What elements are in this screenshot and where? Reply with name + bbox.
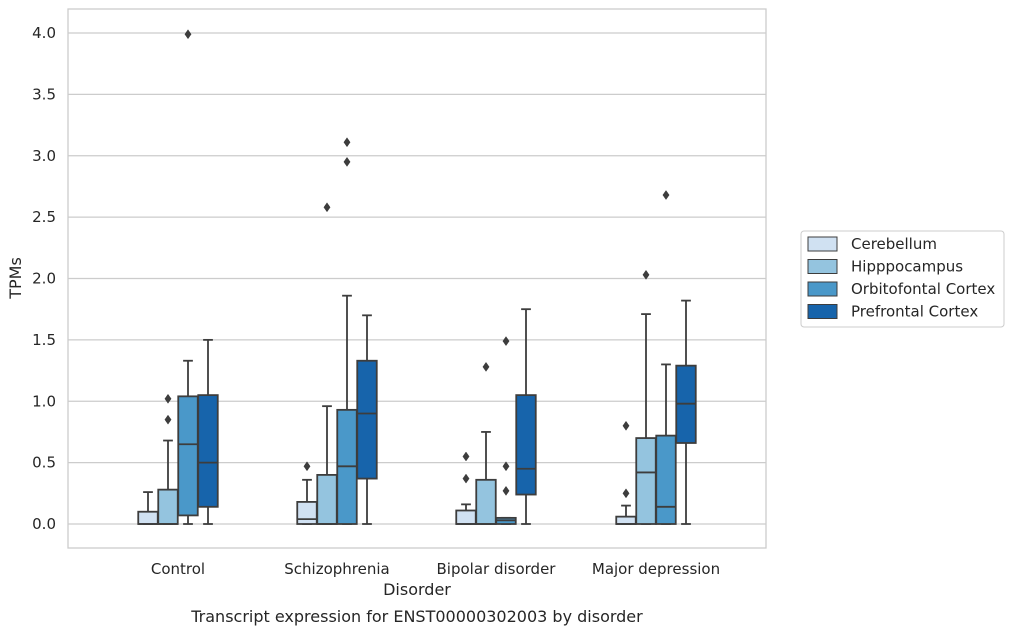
legend-swatch <box>807 236 838 252</box>
chart-caption: Transcript expression for ENST0000030200… <box>190 607 643 626</box>
outlier-marker <box>323 202 331 213</box>
outlier-marker <box>164 414 172 425</box>
x-tick-label: Major depression <box>592 560 720 578</box>
box <box>137 510 159 525</box>
legend-swatch <box>807 259 838 274</box>
x-tick-label: Bipolar disorder <box>437 560 557 578</box>
outlier-marker <box>482 361 490 372</box>
y-tick-label: 2.5 <box>32 208 56 226</box>
legend: Cerebellum Hipppocampus Orbitofontal Corte… <box>800 230 1005 328</box>
plot-area-frame <box>67 8 767 549</box>
box <box>455 509 477 525</box>
y-tick-label: 1.0 <box>32 392 56 410</box>
outlier-marker <box>502 461 510 472</box>
legend-label: Hipppocampus <box>851 258 963 276</box>
box <box>475 478 497 525</box>
outlier-marker <box>462 473 470 484</box>
y-tick-label: 4.0 <box>32 24 56 42</box>
legend-label: Orbitofontal Cortex <box>851 280 995 298</box>
series-cerebellum <box>137 420 637 525</box>
y-tick-label: 3.0 <box>32 147 56 165</box>
box <box>515 394 537 496</box>
box <box>655 434 677 525</box>
series-hipppocampus <box>157 202 657 525</box>
boxes-layer <box>137 29 697 525</box>
y-axis-label: TPMs <box>6 257 25 300</box>
legend-swatch <box>807 281 838 297</box>
outlier-marker <box>184 29 192 40</box>
legend-frame <box>800 230 1005 328</box>
series-orbitofontal-cortex <box>177 29 677 525</box>
y-tick-label: 1.5 <box>32 331 56 349</box>
y-tick-label: 0.5 <box>32 454 56 472</box>
box <box>296 501 318 525</box>
legend-label: Prefrontal Cortex <box>851 303 978 321</box>
outlier-marker <box>622 488 630 499</box>
outlier-marker <box>502 485 510 496</box>
y-tick-label: 0.0 <box>32 515 56 533</box>
outlier-marker <box>622 420 630 431</box>
outlier-marker <box>343 137 351 148</box>
box <box>615 515 637 525</box>
box <box>177 395 199 517</box>
series-prefrontal-cortex <box>197 299 697 525</box>
outlier-marker <box>662 190 670 200</box>
x-axis-label: Disorder <box>383 580 451 599</box>
box <box>356 359 378 480</box>
x-tick-label: Schizophrenia <box>284 560 389 578</box>
outlier-marker <box>642 269 650 280</box>
y-tick-label: 3.5 <box>32 85 56 103</box>
outlier-marker <box>343 156 351 167</box>
legend-swatch <box>807 304 838 319</box>
x-tick-labels: Control Schizophrenia Bipolar disorder Majo… <box>151 560 720 578</box>
box <box>157 488 179 525</box>
box <box>635 437 657 525</box>
y-tick-labels: 0.0 0.5 1.0 1.5 2.0 2.5 3.0 3.5 4.0 <box>32 24 56 533</box>
box <box>316 473 338 525</box>
y-tick-label: 2.0 <box>32 270 56 288</box>
x-tick-label: Control <box>151 560 205 578</box>
legend-label: Cerebellum <box>851 235 937 253</box>
outlier-marker <box>164 393 172 404</box>
outlier-marker <box>303 461 311 472</box>
outlier-marker <box>462 451 470 462</box>
box <box>197 394 219 508</box>
outlier-marker <box>502 336 510 347</box>
